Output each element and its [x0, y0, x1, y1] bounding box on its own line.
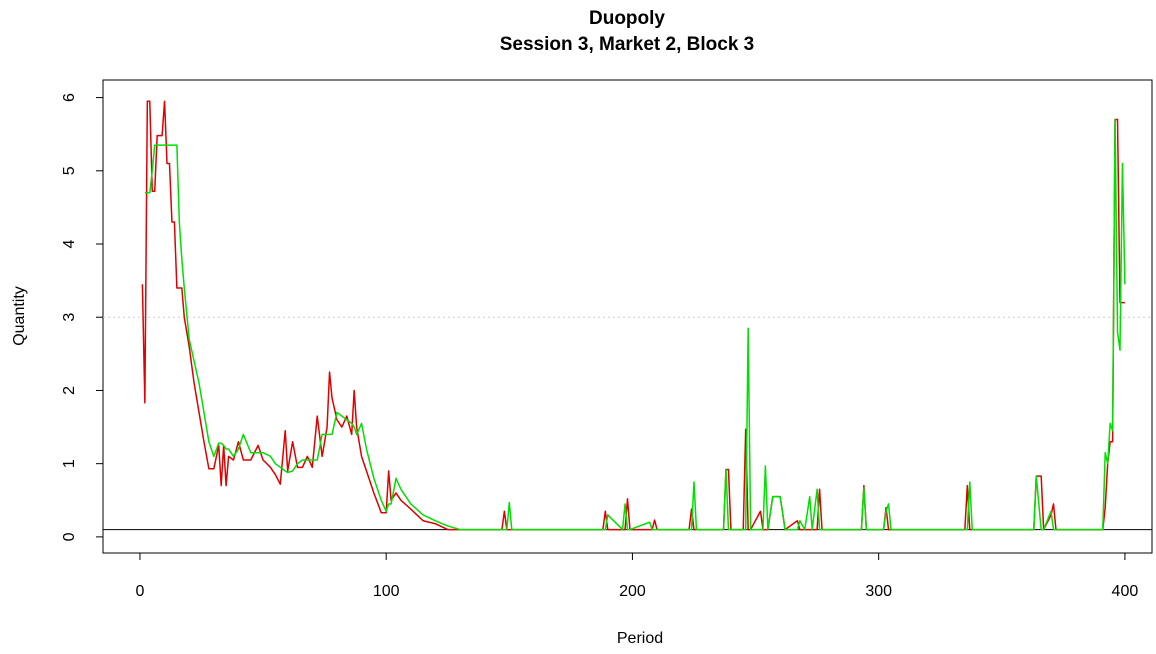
x-tick-label: 200	[619, 583, 646, 600]
y-tick-label: 4	[61, 239, 78, 248]
y-tick-label: 0	[61, 532, 78, 541]
x-tick-label: 0	[135, 583, 144, 600]
plot-frame	[102, 79, 1153, 554]
chart-subtitle: Session 3, Market 2, Block 3	[500, 34, 755, 55]
x-axis-label: Period	[617, 630, 663, 647]
x-tick-label: 100	[373, 583, 400, 600]
y-tick-label: 3	[61, 313, 78, 322]
x-tick-label: 400	[1112, 583, 1139, 600]
series-line	[144, 118, 1126, 531]
y-tick-label: 5	[61, 166, 78, 175]
series-line	[141, 100, 1125, 531]
y-tick-label: 1	[61, 459, 78, 468]
y-tick-label: 2	[61, 386, 78, 395]
y-tick-label: 6	[61, 93, 78, 102]
chart-title: Duopoly	[589, 8, 665, 29]
y-axis-label: Quantity	[11, 286, 28, 346]
x-tick-label: 300	[865, 583, 892, 600]
